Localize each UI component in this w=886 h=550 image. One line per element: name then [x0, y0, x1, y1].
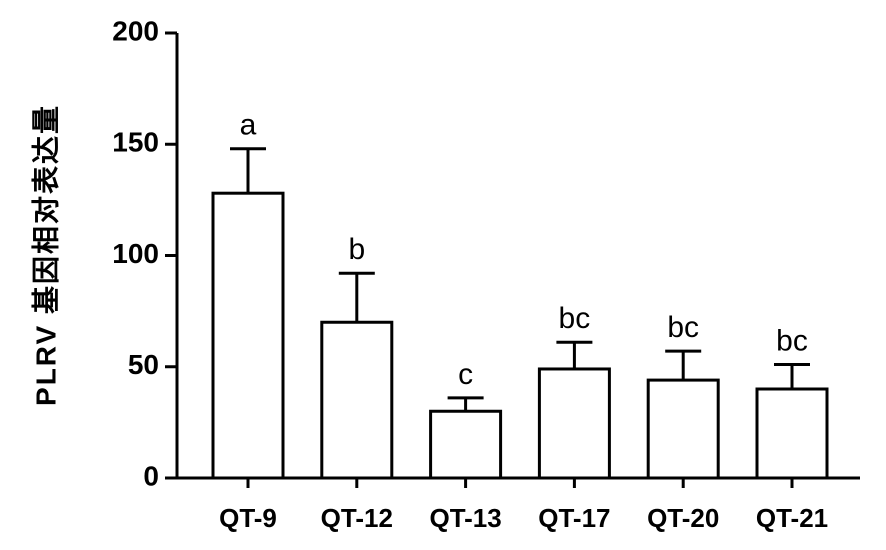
y-tick-label: 150 — [112, 127, 159, 158]
x-tick-label: QT-21 — [756, 503, 828, 533]
y-axis-label: PLRV 基因相对表达量 — [30, 104, 61, 406]
y-tick-label: 0 — [143, 460, 159, 491]
y-tick-label: 200 — [112, 15, 159, 46]
bar — [429, 409, 503, 480]
y-tick-label: 100 — [112, 238, 159, 269]
significance-label: bc — [667, 311, 699, 344]
bar — [211, 191, 285, 480]
x-tick-label: QT-17 — [538, 503, 610, 533]
significance-label: a — [240, 109, 257, 142]
bar — [755, 387, 829, 480]
significance-label: b — [348, 233, 365, 266]
x-tick-label: QT-20 — [647, 503, 719, 533]
x-tick-label: QT-13 — [429, 503, 501, 533]
bar — [320, 320, 394, 480]
x-tick-label: QT-12 — [321, 503, 393, 533]
significance-label: c — [458, 358, 473, 391]
significance-label: bc — [559, 302, 591, 335]
x-tick-label: QT-9 — [219, 503, 277, 533]
bar — [537, 367, 611, 480]
significance-label: bc — [776, 324, 808, 357]
bar — [646, 378, 720, 480]
y-tick-label: 50 — [128, 349, 159, 380]
